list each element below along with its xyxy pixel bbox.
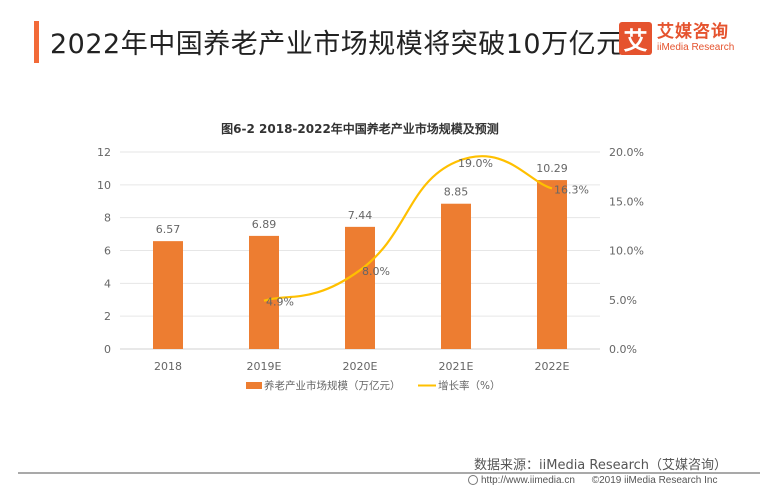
bar — [537, 180, 567, 349]
y-axis-left: 0 2 4 6 8 10 12 — [97, 146, 111, 356]
y-right-tick-label: 0.0% — [609, 343, 637, 356]
data-source: 数据来源：iiMedia Research（艾媒咨询） — [474, 458, 728, 473]
x-axis: 2018 2019E 2020E 2021E 2022E — [154, 360, 570, 373]
logo-mark-icon: 艾 — [619, 22, 652, 55]
footer-url[interactable]: http://www.iimedia.cn — [481, 475, 575, 486]
bar-data-label: 6.89 — [252, 218, 277, 231]
legend-line-label: 增长率（%） — [438, 379, 500, 392]
bar — [345, 226, 375, 349]
chart-title: 图6-2 2018-2022年中国养老产业市场规模及预测 — [221, 121, 499, 136]
bar-data-label: 8.85 — [444, 186, 469, 199]
footer-copyright: ©2019 iiMedia Research Inc — [591, 475, 718, 486]
bar-data-label: 10.29 — [536, 162, 568, 175]
bar-data-label: 7.44 — [348, 209, 373, 222]
legend: 养老产业市场规模（万亿元） 增长率（%） — [246, 379, 500, 392]
line-data-label: 4.9% — [266, 296, 294, 309]
y-right-tick-label: 5.0% — [609, 294, 637, 307]
y-left-tick-label: 4 — [104, 277, 111, 290]
logo-name-en: iiMedia Research — [657, 42, 735, 53]
line-series: 4.9% 8.0% 19.0% 16.3% — [263, 155, 589, 309]
x-tick-label: 2019E — [247, 360, 282, 373]
legend-bar-label: 养老产业市场规模（万亿元） — [264, 379, 401, 392]
title-accent-bar — [34, 21, 39, 63]
growth-rate-line — [263, 155, 553, 302]
x-tick-label: 2021E — [439, 360, 474, 373]
footer: http://www.iimedia.cn ©2019 iiMedia Rese… — [468, 475, 732, 486]
bar — [249, 235, 279, 349]
y-right-tick-label: 15.0% — [609, 195, 644, 208]
logo-name-cn: 艾媒咨询 — [657, 22, 729, 42]
bar — [153, 241, 183, 349]
y-left-tick-label: 10 — [97, 179, 111, 192]
y-left-tick-label: 0 — [104, 343, 111, 356]
y-right-tick-label: 20.0% — [609, 146, 644, 159]
web-icon — [468, 475, 478, 485]
y-left-tick-label: 8 — [104, 212, 111, 225]
footer-divider — [18, 472, 760, 474]
y-right-tick-label: 10.0% — [609, 245, 644, 258]
bar-series: 6.57 6.89 7.44 8.85 10.29 — [153, 162, 568, 349]
line-data-label: 8.0% — [362, 265, 390, 278]
line-data-label: 16.3% — [554, 183, 589, 196]
brand-logo: 艾 艾媒咨询 iiMedia Research — [619, 22, 734, 55]
x-tick-label: 2022E — [535, 360, 570, 373]
bar — [441, 203, 471, 349]
x-tick-label: 2020E — [343, 360, 378, 373]
x-tick-label: 2018 — [154, 360, 182, 373]
y-left-tick-label: 2 — [104, 310, 111, 323]
legend-bar-swatch — [246, 382, 262, 389]
line-data-label: 19.0% — [458, 157, 493, 170]
y-left-tick-label: 12 — [97, 146, 111, 159]
page-title: 2022年中国养老产业市场规模将突破10万亿元 — [50, 29, 624, 60]
y-left-tick-label: 6 — [104, 245, 111, 258]
y-axis-right: 0.0% 5.0% 10.0% 15.0% 20.0% — [609, 146, 644, 356]
bar-data-label: 6.57 — [156, 223, 181, 236]
